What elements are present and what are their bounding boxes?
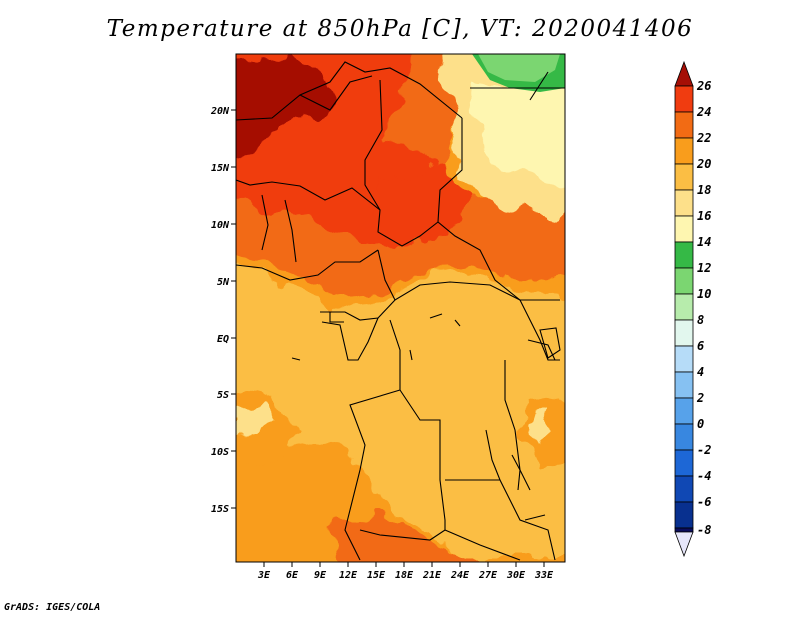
lat-label: 15S [211, 504, 229, 515]
lon-label: 12E [339, 570, 358, 581]
longitude-labels: 3E 6E 9E 12E 15E 18E 21E 24E 27E 30E 33E [257, 570, 554, 581]
colorbar-bin [674, 189, 694, 217]
lat-label: 15N [211, 163, 230, 174]
colorbar-bin [674, 449, 694, 477]
field-gt26 [236, 58, 340, 162]
colorbar-label: -4 [697, 469, 711, 483]
colorbar-label: 12 [697, 261, 711, 275]
colorbar-bin [674, 293, 694, 321]
lon-label: 27E [478, 570, 498, 581]
lon-label: 3E [257, 570, 271, 581]
colorbar-bin [674, 137, 694, 165]
field-16-18-east [528, 412, 552, 442]
colorbar-label: 0 [697, 417, 704, 431]
colorbar-label: 22 [696, 131, 711, 145]
colorbar-label: 6 [697, 339, 704, 353]
colorbar-label: 18 [697, 183, 711, 197]
colorbar: 26 24 22 20 18 16 14 12 10 8 6 4 2 0 -2 … [674, 60, 711, 558]
colorbar-bin [674, 111, 694, 139]
colorbar-bin [674, 85, 694, 113]
lat-label: 20N [210, 106, 230, 117]
grads-credit: GrADS: IGES/COLA [4, 602, 101, 613]
lat-label: 5N [217, 277, 230, 288]
country-borders [236, 61, 565, 561]
colorbar-label: 16 [697, 209, 711, 223]
lon-label: 21E [422, 570, 442, 581]
colorbar-label: -2 [697, 443, 711, 457]
lat-label: EQ [217, 334, 229, 345]
colorbar-bin [674, 267, 694, 295]
colorbar-label: 10 [697, 287, 711, 301]
colorbar-label: -8 [697, 523, 711, 537]
colorbar-bin [674, 371, 694, 399]
map-title: Temperature at 850hPa [C], VT: 202004140… [106, 16, 694, 42]
lon-label: 15E [367, 570, 386, 581]
lon-label: 18E [395, 570, 414, 581]
colorbar-bin [674, 345, 694, 373]
temperature-field [236, 54, 565, 562]
lon-label: 30E [506, 570, 526, 581]
field-16-18-southwest [236, 404, 282, 432]
field-24-26-chad [375, 170, 470, 240]
colorbar-bin [674, 423, 694, 451]
lat-label: 10S [211, 447, 229, 458]
colorbar-bin [674, 501, 694, 529]
map-frame [235, 53, 566, 563]
field-22-24-south [330, 515, 480, 562]
field-10-12 [478, 54, 560, 82]
lon-label: 33E [534, 570, 554, 581]
lat-label: 5S [217, 390, 229, 401]
colorbar-label: 2 [696, 391, 704, 405]
colorbar-bin [674, 215, 694, 243]
colorbar-label: 4 [697, 365, 704, 379]
colorbar-label: 24 [696, 105, 711, 119]
colorbar-label: -6 [697, 495, 711, 509]
colorbar-bin [674, 319, 694, 347]
lon-label: 9E [314, 570, 327, 581]
lat-label: 10N [211, 220, 230, 231]
colorbar-bin [674, 475, 694, 503]
colorbar-top-arrow [674, 60, 694, 87]
colorbar-bottom-arrow [674, 531, 694, 558]
field-14-16 [470, 80, 565, 182]
colorbar-label: 8 [697, 313, 704, 327]
colorbar-bin [674, 527, 694, 533]
axis-ticks [231, 109, 545, 567]
colorbar-bin [674, 241, 694, 269]
colorbar-label: 26 [696, 79, 711, 93]
latitude-labels: 20N 15N 10N 5N EQ 5S 10S 15S [210, 106, 230, 515]
colorbar-bin [674, 163, 694, 191]
lon-label: 6E [286, 570, 299, 581]
colorbar-label: 20 [696, 157, 711, 171]
colorbar-bin [674, 397, 694, 425]
lon-label: 24E [450, 570, 470, 581]
field-20-22-south [236, 440, 565, 562]
colorbar-label: 14 [697, 235, 711, 249]
